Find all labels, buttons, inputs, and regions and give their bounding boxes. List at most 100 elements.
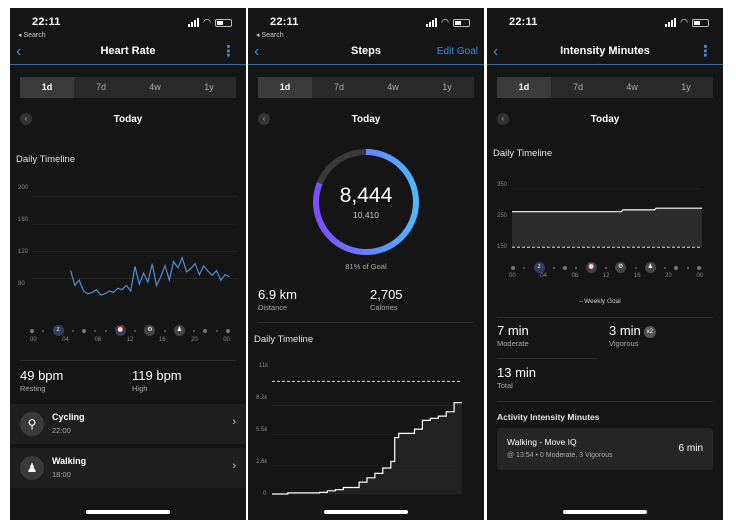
timeline-dot bbox=[42, 329, 45, 332]
heart-rate-line bbox=[70, 255, 230, 296]
steps-chart bbox=[272, 380, 462, 495]
x-tick-label: 08 bbox=[571, 273, 579, 279]
back-chevron-icon[interactable]: ‹ bbox=[16, 43, 22, 60]
previous-day-button[interactable]: ‹ bbox=[497, 113, 509, 125]
status-bar: 22:11 ◠ bbox=[487, 14, 723, 36]
activity-card[interactable]: Walking - Move IQ @ 13:54 • 0 Moderate, … bbox=[497, 428, 713, 470]
y-tick-label: 5.5k bbox=[256, 427, 268, 433]
timeline-dot bbox=[163, 329, 166, 332]
divider bbox=[497, 317, 713, 318]
legend-label: Weekly Goal bbox=[583, 298, 621, 305]
activity-time: 18:00 bbox=[52, 470, 71, 479]
activity-row-cycling[interactable]: ⚲ Cycling 22:00 › bbox=[10, 404, 246, 444]
vigorous-label: Vigorous bbox=[609, 339, 639, 348]
previous-day-button[interactable]: ‹ bbox=[258, 113, 270, 125]
more-options-icon[interactable]: ⋮ bbox=[221, 43, 236, 60]
timeline-dot bbox=[193, 329, 196, 332]
tab-4w[interactable]: 4w bbox=[149, 82, 161, 92]
back-chevron-icon[interactable]: ‹ bbox=[254, 43, 260, 60]
intensity-minutes-screen: 22:11 ◠ ‹ Intensity Minutes ⋮ 1d 7d 4w 1… bbox=[487, 8, 723, 520]
walking-icon[interactable]: ♟ bbox=[173, 325, 185, 336]
edit-goal-button[interactable]: Edit Goal bbox=[436, 46, 478, 57]
status-time: 22:11 bbox=[32, 16, 61, 28]
x-tick-label: 00 bbox=[30, 337, 37, 343]
activity-row-walking[interactable]: ♟ Walking 18:00 › bbox=[10, 448, 246, 488]
tab-1d[interactable]: 1d bbox=[20, 77, 74, 98]
status-time: 22:11 bbox=[509, 16, 538, 28]
home-indicator bbox=[563, 510, 647, 514]
vigorous-value: 3 min bbox=[609, 323, 641, 338]
y-tick-label: 150 bbox=[497, 244, 508, 250]
timeline-dot bbox=[225, 328, 230, 333]
timeline-dot bbox=[104, 329, 107, 332]
tab-1y[interactable]: 1y bbox=[681, 82, 691, 92]
steps-area bbox=[272, 402, 462, 494]
total-label: Total bbox=[497, 381, 513, 390]
y-tick-label: 120 bbox=[18, 249, 29, 255]
back-to-search-link[interactable]: ◂ Search bbox=[256, 32, 284, 39]
x-tick-label: 16 bbox=[158, 337, 166, 343]
walking-icon: ♟ bbox=[20, 456, 44, 480]
back-chevron-icon[interactable]: ‹ bbox=[493, 43, 499, 60]
timeline-dot bbox=[30, 328, 34, 333]
activity-name: Cycling bbox=[52, 412, 85, 422]
sleep-icon[interactable]: z bbox=[52, 325, 64, 336]
timeline-dot bbox=[94, 329, 97, 332]
tab-7d[interactable]: 7d bbox=[333, 82, 344, 92]
tab-1d[interactable]: 1d bbox=[258, 77, 312, 98]
date-label: Today bbox=[351, 114, 381, 125]
walking-icon[interactable]: ♟ bbox=[644, 262, 656, 273]
battery-icon bbox=[453, 18, 470, 27]
divider bbox=[258, 322, 474, 323]
moderate-value: 7 min bbox=[497, 323, 529, 338]
page-title: Steps bbox=[351, 45, 381, 57]
more-options-icon[interactable]: ⋮ bbox=[698, 43, 713, 60]
timeline-dot bbox=[523, 266, 526, 269]
page-title: Heart Rate bbox=[100, 45, 156, 57]
timeline-dot bbox=[674, 265, 679, 270]
status-bar: 22:11 ◂ Search ◠ bbox=[10, 14, 246, 39]
battery-icon bbox=[692, 18, 709, 27]
tab-7d[interactable]: 7d bbox=[95, 82, 106, 92]
x-tick-label: 16 bbox=[633, 273, 641, 279]
tab-1y[interactable]: 1y bbox=[204, 82, 214, 92]
signal-icon bbox=[426, 18, 438, 27]
home-indicator bbox=[324, 510, 408, 514]
alarm-icon[interactable]: ⏰ bbox=[585, 262, 597, 273]
activity-card-subtitle: @ 13:54 • 0 Moderate, 3 Vigorous bbox=[507, 452, 613, 459]
moderate-metric: 7 min Moderate bbox=[497, 323, 529, 348]
x-axis-labels: 00 04 08 12 16 20 00 bbox=[30, 337, 230, 343]
resting-value: 49 bpm bbox=[20, 368, 64, 383]
cycling-icon[interactable]: ⚙ bbox=[615, 262, 627, 273]
timeline-dot bbox=[203, 328, 208, 333]
status-bar: 22:11 ◂ Search ◠ bbox=[248, 14, 484, 39]
status-time: 22:11 bbox=[270, 16, 299, 28]
alarm-icon[interactable]: ⏰ bbox=[114, 325, 126, 336]
timeline-title: Daily Timeline bbox=[254, 334, 314, 345]
total-metric: 13 min Total bbox=[497, 365, 536, 390]
x-tick-label: 12 bbox=[126, 337, 134, 343]
multiplier-badge: x2 bbox=[643, 325, 656, 338]
calories-value: 2,705 bbox=[370, 287, 403, 302]
sleep-icon[interactable]: z bbox=[533, 262, 545, 273]
timeline-dot bbox=[575, 266, 578, 269]
goal-percent: 81% of Goal bbox=[345, 262, 387, 271]
nav-bar: ‹ Heart Rate ⋮ bbox=[10, 41, 246, 65]
x-tick-label: 00 bbox=[223, 337, 230, 343]
cycling-icon[interactable]: ⚙ bbox=[144, 325, 156, 336]
previous-day-button[interactable]: ‹ bbox=[20, 113, 32, 125]
back-to-search-link[interactable]: ◂ Search bbox=[18, 32, 46, 39]
activity-card-minutes: 6 min bbox=[678, 443, 703, 454]
divider bbox=[20, 360, 236, 361]
activity-intensity-title: Activity Intensity Minutes bbox=[497, 412, 600, 422]
x-tick-label: 04 bbox=[62, 337, 69, 343]
nav-bar: ‹ Steps Edit Goal bbox=[248, 41, 484, 65]
tab-1d[interactable]: 1d bbox=[497, 77, 551, 98]
tab-4w[interactable]: 4w bbox=[387, 82, 399, 92]
tab-1y[interactable]: 1y bbox=[442, 82, 452, 92]
timeline-dot bbox=[696, 265, 701, 270]
divider bbox=[497, 358, 597, 359]
tab-7d[interactable]: 7d bbox=[572, 82, 583, 92]
timeline-dot bbox=[664, 266, 667, 269]
tab-4w[interactable]: 4w bbox=[626, 82, 638, 92]
